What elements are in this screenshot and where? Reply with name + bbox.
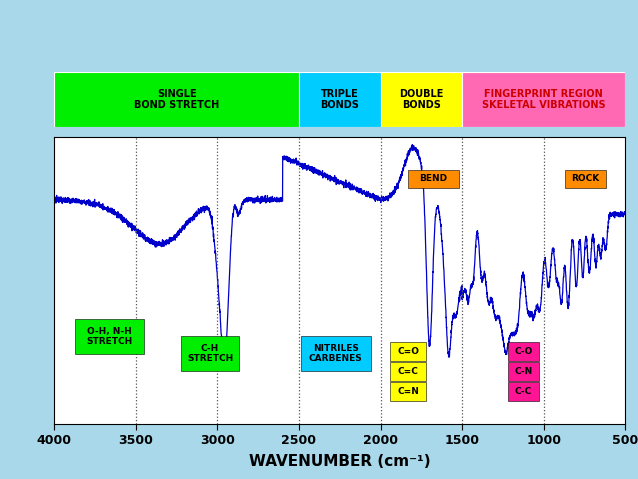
Text: BEND: BEND	[419, 174, 448, 183]
Text: C-C: C-C	[515, 387, 532, 396]
Bar	[508, 342, 538, 361]
Bar	[508, 362, 538, 381]
Bar	[300, 336, 371, 371]
Bar	[390, 382, 426, 401]
Bar	[408, 170, 459, 188]
Bar	[380, 72, 462, 127]
Text: FINGERPRINT REGION
SKELETAL VIBRATIONS: FINGERPRINT REGION SKELETAL VIBRATIONS	[482, 89, 605, 110]
Bar	[54, 72, 299, 127]
Bar	[565, 170, 605, 188]
X-axis label: WAVENUMBER (cm⁻¹): WAVENUMBER (cm⁻¹)	[249, 454, 431, 469]
Text: TRIPLE
BONDS: TRIPLE BONDS	[320, 89, 359, 110]
Bar	[181, 336, 239, 371]
Text: SINGLE
BOND STRETCH: SINGLE BOND STRETCH	[134, 89, 219, 110]
Bar	[299, 72, 380, 127]
Text: C=N: C=N	[397, 387, 419, 396]
Text: C=O: C=O	[397, 347, 419, 356]
Text: ROCK: ROCK	[571, 174, 599, 183]
Text: O-H, N-H
STRETCH: O-H, N-H STRETCH	[87, 327, 133, 346]
Text: NITRILES
CARBENES: NITRILES CARBENES	[309, 344, 362, 363]
Bar	[508, 382, 538, 401]
Text: C-N: C-N	[514, 367, 532, 376]
Bar	[462, 72, 625, 127]
Bar	[75, 319, 144, 354]
Bar	[390, 342, 426, 361]
Bar	[390, 362, 426, 381]
Text: C-O: C-O	[514, 347, 533, 356]
Text: DOUBLE
BONDS: DOUBLE BONDS	[399, 89, 443, 110]
Text: C=C: C=C	[398, 367, 419, 376]
Text: C-H
STRETCH: C-H STRETCH	[187, 344, 233, 363]
